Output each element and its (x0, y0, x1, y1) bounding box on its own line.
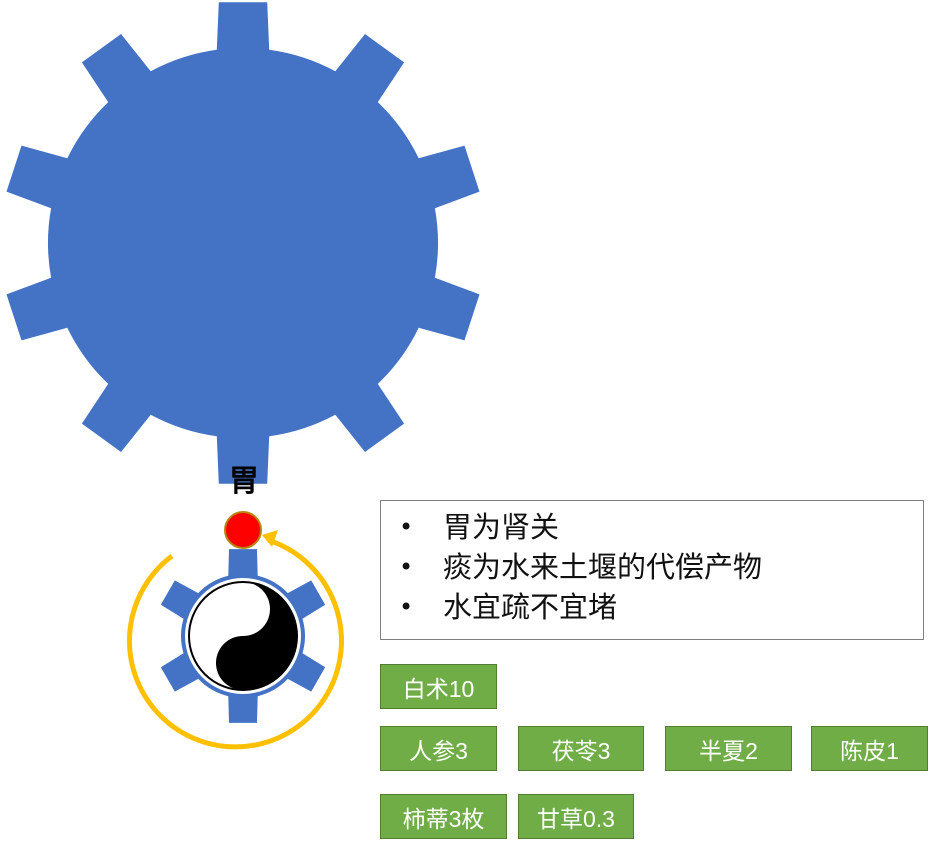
stomach-dot (224, 511, 262, 549)
arrow-head-icon (262, 530, 278, 547)
note-item: 痰为水来土堰的代偿产物 (381, 547, 923, 587)
herb-box-gancao: 甘草0.3 (518, 794, 634, 839)
herb-box-fuling: 茯苓3 (518, 726, 644, 771)
cycle-arrow (127, 537, 344, 750)
herb-box-chenpi: 陈皮1 (811, 726, 928, 771)
note-item: 胃为肾关 (381, 507, 923, 547)
herb-box-baizhu: 白术10 (380, 664, 497, 709)
note-item: 水宜疏不宜堵 (381, 587, 923, 627)
yin-yang-icon (188, 581, 298, 691)
organ-label: 胃 (229, 464, 259, 499)
herb-box-shidi: 柿蒂3枚 (380, 794, 507, 839)
large-gear-icon (6, 2, 480, 484)
herb-box-renshen: 人参3 (380, 726, 497, 771)
notes-box: 胃为肾关 痰为水来土堰的代偿产物 水宜疏不宜堵 (380, 500, 924, 640)
herb-box-banxia: 半夏2 (665, 726, 792, 771)
